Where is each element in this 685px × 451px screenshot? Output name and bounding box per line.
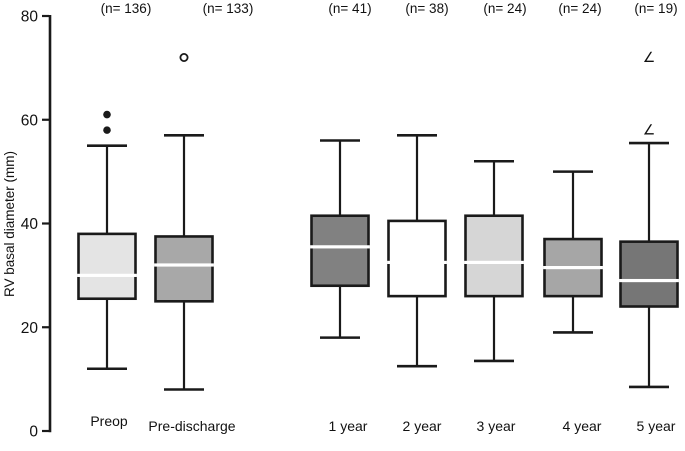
box-preop [77, 232, 137, 301]
y-tick-label-80: 80 [21, 9, 39, 26]
x-label-preop: Preop [90, 413, 128, 429]
n-label-preop: (n= 136) [101, 1, 152, 16]
n-label-4-year: (n= 24) [558, 1, 601, 16]
y-tick-label-60: 60 [21, 112, 39, 129]
x-label-5-year: 5 year [637, 418, 676, 434]
box-3-year [464, 214, 524, 298]
x-label-2-year: 2 year [403, 418, 442, 434]
median-4-year [543, 265, 603, 270]
box-1-year [310, 214, 370, 288]
y-tick-label-20: 20 [21, 320, 39, 337]
x-label-3-year: 3 year [477, 418, 516, 434]
median-preop [77, 273, 137, 277]
n-label-5-year: (n= 19) [634, 1, 677, 16]
median-1-year [310, 245, 370, 249]
x-label-4-year: 4 year [563, 418, 602, 434]
median-2-year [387, 260, 447, 265]
outlier-5-year-1: ∠ [643, 49, 656, 65]
median-pre-discharge [154, 263, 214, 267]
n-label-2-year: (n= 38) [405, 1, 448, 16]
n-label-3-year: (n= 24) [483, 1, 526, 16]
median-3-year [464, 260, 524, 265]
box-5-year [619, 240, 679, 308]
box-pre-discharge [154, 235, 214, 303]
y-tick-label-40: 40 [21, 216, 39, 233]
box-2-year [387, 219, 447, 298]
n-label-pre-discharge: (n= 133) [203, 1, 254, 16]
x-label-pre-discharge: Pre-discharge [148, 418, 235, 434]
outlier-preop-2 [103, 126, 111, 134]
outlier-5-year-2: ∠ [643, 122, 656, 138]
n-label-1-year: (n= 41) [328, 1, 371, 16]
y-axis-title: RV basal diameter (mm) [2, 151, 17, 297]
median-5-year [619, 278, 679, 283]
outlier-pre-discharge-1 [179, 53, 189, 63]
y-tick-label-0: 0 [29, 424, 38, 441]
x-label-1-year: 1 year [329, 418, 368, 434]
outlier-preop-1 [103, 110, 111, 119]
